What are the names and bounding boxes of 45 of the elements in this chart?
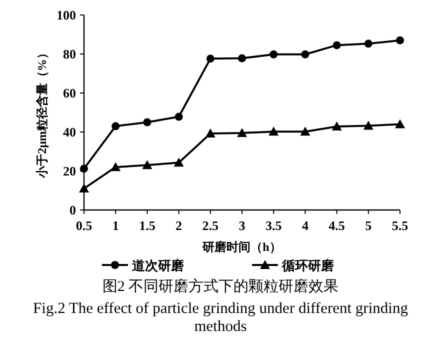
x-axis-title: 研磨时间（h） [202, 240, 282, 254]
x-tick-label: 5.5 [392, 218, 409, 233]
x-tick-label: 1.5 [139, 218, 156, 233]
point [206, 54, 214, 63]
point [268, 126, 279, 136]
x-tick-label: 0.5 [76, 218, 93, 233]
point [237, 128, 247, 137]
point [79, 184, 89, 193]
point [174, 158, 184, 167]
point [112, 122, 120, 130]
caption: Fig.2 The effect of particle grinding under different grinding methods [32, 300, 409, 336]
y-tick-label: 40 [63, 124, 76, 140]
point [80, 164, 88, 173]
y-tick-label: 60 [63, 86, 76, 100]
x-tick-label: 3 [238, 218, 246, 233]
point [300, 126, 310, 136]
legend-label: 循环研磨 [281, 258, 335, 273]
point [395, 119, 405, 128]
x-tick-label: 2 [176, 218, 182, 233]
x-tick-label: 2.5 [202, 218, 220, 233]
x-tick-label: 4.5 [328, 218, 346, 233]
x-tick-label: 4 [302, 218, 309, 233]
point [110, 162, 121, 172]
point [332, 122, 342, 131]
point [238, 54, 246, 62]
x-tick-label: 1 [112, 218, 119, 233]
point [364, 40, 372, 48]
point [332, 41, 341, 50]
point [363, 120, 374, 130]
point [143, 118, 152, 126]
legend-label: 道次研磨 [131, 258, 185, 273]
point [301, 50, 310, 58]
point [142, 160, 152, 170]
caption: 图2 不同研磨方式下的颗粒研磨效果 [101, 278, 340, 296]
point [270, 50, 278, 58]
y-axis-title: 小于2μm粒径含量（%） [35, 47, 49, 179]
point [396, 36, 404, 44]
y-tick-label: 100 [56, 8, 76, 22]
point [174, 112, 183, 121]
y-tick-label: 20 [63, 164, 76, 178]
x-tick-label: 3.5 [265, 218, 282, 233]
x-tick-label: 5 [365, 218, 372, 233]
point [205, 128, 216, 138]
y-tick-label: 80 [63, 46, 76, 62]
y-tick-label: 0 [70, 202, 76, 218]
